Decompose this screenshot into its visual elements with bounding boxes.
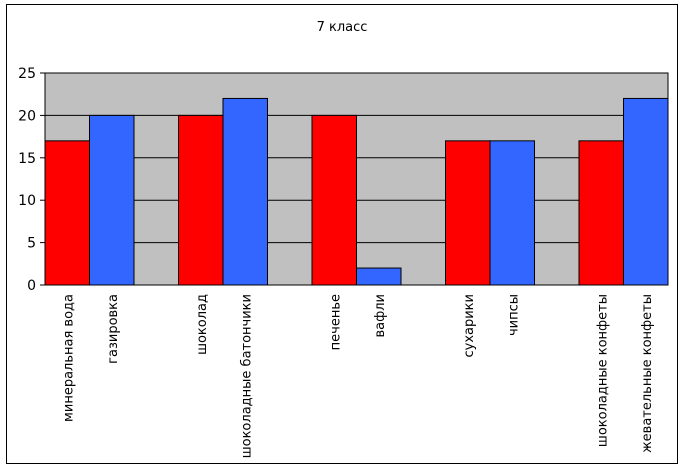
x-tick-label-7: печенье bbox=[328, 294, 343, 350]
bar-2 bbox=[89, 114, 135, 286]
x-tick-label-2: газировка bbox=[106, 294, 121, 364]
bar-4 bbox=[178, 114, 224, 286]
y-tick-label-0: 0 bbox=[27, 278, 36, 294]
bar-5 bbox=[222, 97, 268, 286]
x-tick-label-11: чипсы bbox=[506, 294, 521, 336]
bar-11 bbox=[489, 140, 535, 286]
y-tick-label-25: 25 bbox=[18, 66, 36, 82]
y-tick-label-20: 20 bbox=[18, 108, 36, 124]
x-tick-label-8: вафли bbox=[373, 294, 388, 338]
bar-7 bbox=[311, 114, 357, 286]
bar-13 bbox=[578, 140, 624, 286]
bar-1 bbox=[44, 140, 90, 286]
x-tick-label-5: шоколадные батончики bbox=[239, 294, 254, 458]
x-tick-label-10: сухарики bbox=[462, 294, 477, 358]
x-tick-label-1: минеральная вода bbox=[61, 294, 76, 422]
bars bbox=[44, 97, 669, 286]
x-tick-label-14: жевательные конфеты bbox=[640, 294, 655, 453]
bar-8 bbox=[356, 267, 402, 286]
y-tick-label-5: 5 bbox=[27, 236, 36, 252]
bar-14 bbox=[623, 97, 669, 286]
x-tick-label-13: шоколадные конфеты bbox=[595, 294, 610, 447]
x-tick-label-4: шоколад bbox=[195, 294, 210, 355]
y-axis: 0 5 10 15 20 25 bbox=[18, 66, 45, 294]
x-axis-labels: минеральная вода газировка шоколад шоколадн… bbox=[61, 294, 655, 458]
y-tick-label-15: 15 bbox=[18, 151, 36, 167]
chart-title: 7 класс bbox=[317, 20, 368, 35]
y-tick-label-10: 10 bbox=[18, 193, 36, 209]
bar-10 bbox=[445, 140, 491, 286]
